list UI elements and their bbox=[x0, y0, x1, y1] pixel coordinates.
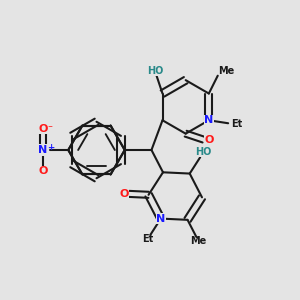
Text: N: N bbox=[204, 115, 214, 125]
Text: N: N bbox=[156, 214, 165, 224]
Text: O: O bbox=[119, 189, 129, 199]
Text: +: + bbox=[47, 142, 54, 152]
Text: N: N bbox=[38, 145, 48, 155]
Text: Me: Me bbox=[218, 66, 235, 76]
Text: O: O bbox=[204, 135, 214, 145]
Text: O: O bbox=[38, 167, 48, 176]
Text: O: O bbox=[38, 124, 48, 134]
Text: ⁻: ⁻ bbox=[47, 124, 52, 133]
Text: Me: Me bbox=[190, 236, 207, 246]
Text: HO: HO bbox=[196, 147, 212, 157]
Text: HO: HO bbox=[147, 66, 163, 76]
Text: Et: Et bbox=[231, 119, 242, 129]
Text: Et: Et bbox=[142, 234, 153, 244]
